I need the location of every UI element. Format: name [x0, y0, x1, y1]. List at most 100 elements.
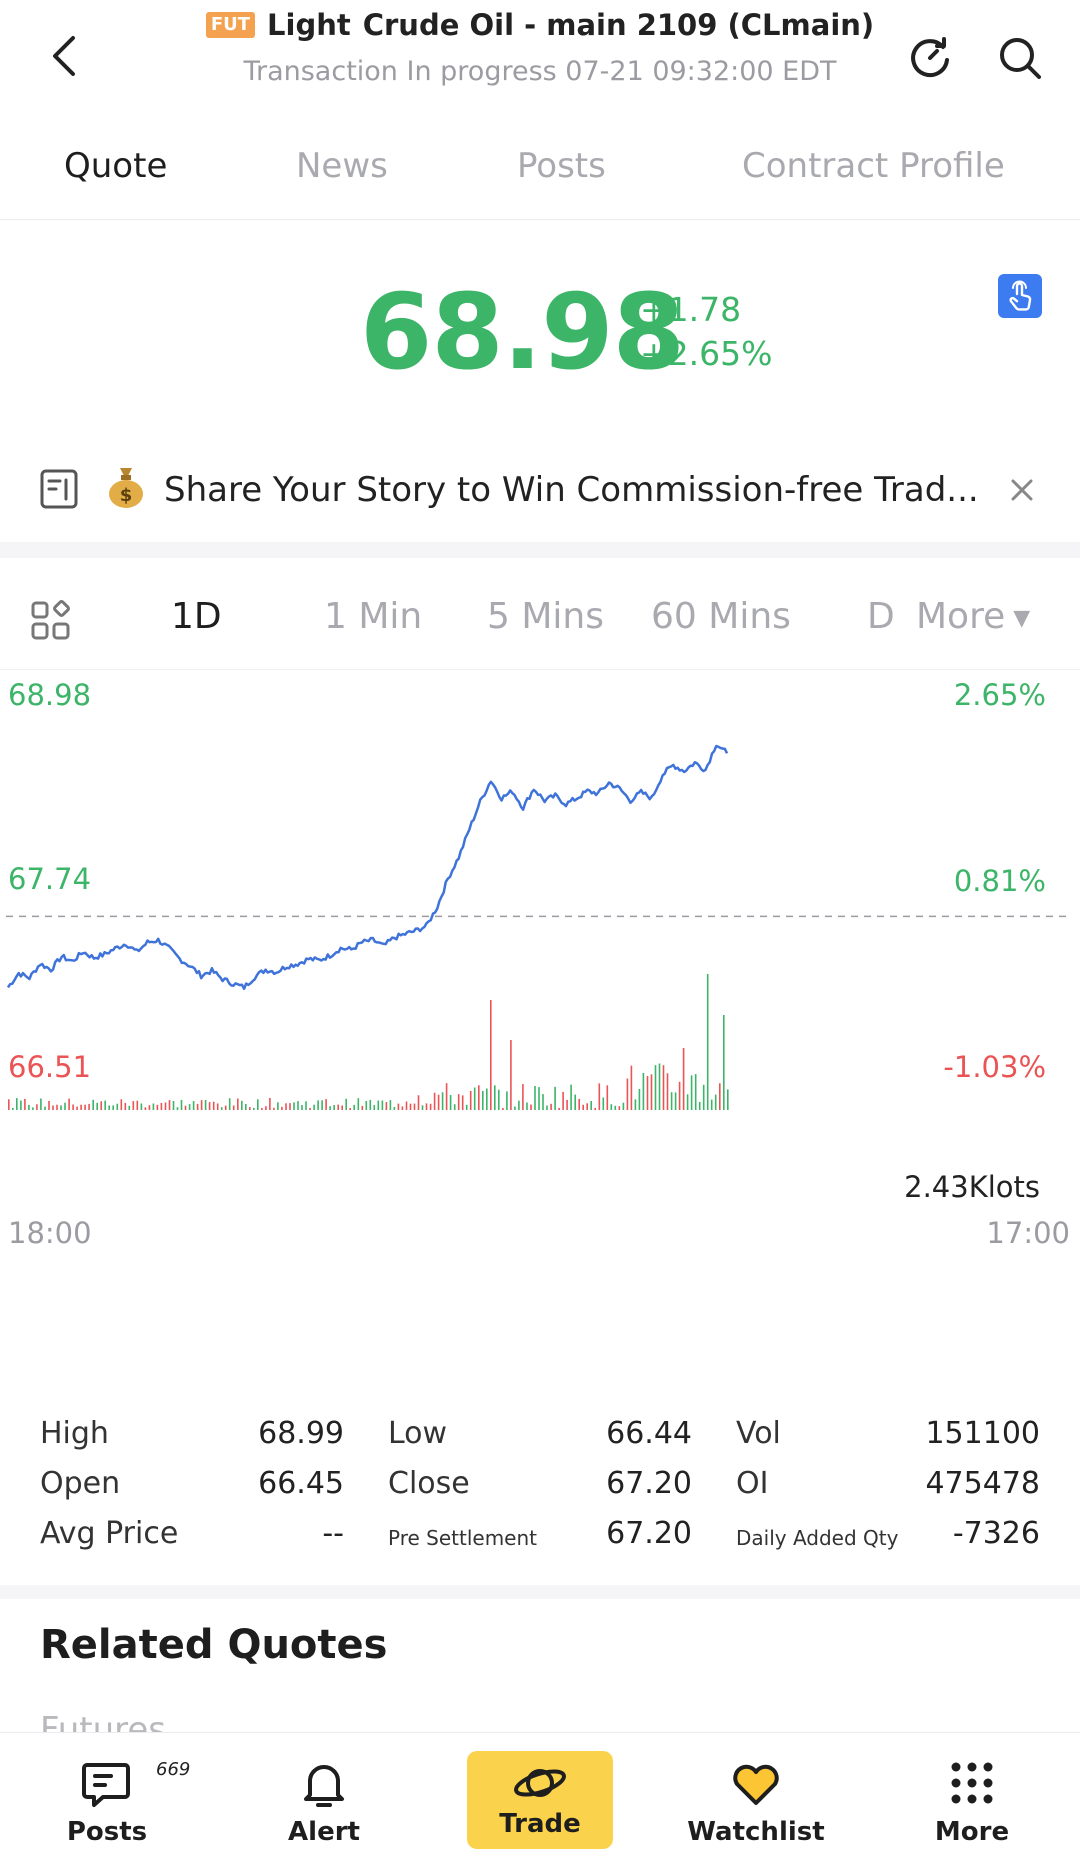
volume-bar	[385, 1102, 388, 1110]
volume-bar	[20, 1100, 22, 1110]
close-icon	[1011, 479, 1033, 501]
interval-more-dropdown[interactable]: More ▼	[916, 596, 1030, 637]
tab-contract-profile[interactable]: Contract Profile	[742, 146, 1005, 186]
section-divider	[0, 542, 1080, 558]
volume-bar	[148, 1105, 151, 1110]
interval-1d[interactable]: 1D	[171, 596, 222, 637]
volume-bar	[610, 1104, 613, 1110]
volume-bar	[305, 1101, 307, 1110]
volume-bar	[104, 1100, 106, 1110]
interval-60min[interactable]: 60 Mins	[651, 596, 791, 637]
nav-more[interactable]: More	[897, 1733, 1047, 1868]
volume-bar	[594, 1107, 596, 1110]
banner-text: Share Your Story to Win Commission-free …	[164, 470, 979, 510]
nav-trade-button[interactable]: Trade	[467, 1751, 613, 1849]
stat-presettle-value: 67.20	[606, 1516, 692, 1551]
volume-bar	[241, 1100, 243, 1110]
stats-panel: High 68.99 Low 66.44 Vol 151100 Open 66.…	[0, 1392, 1080, 1582]
tap-mode-button[interactable]	[998, 274, 1042, 318]
volume-bar	[698, 1101, 701, 1110]
volume-bar	[510, 1040, 512, 1110]
volume-bar	[449, 1095, 452, 1110]
volume-bar	[494, 1085, 496, 1110]
volume-bar	[550, 1103, 552, 1110]
back-button[interactable]	[36, 24, 92, 88]
volume-bar	[373, 1105, 376, 1110]
trading-status: Transaction In progress 07-21 09:32:00 E…	[243, 56, 837, 87]
volume-bar	[188, 1104, 191, 1110]
volume-bar	[309, 1107, 311, 1110]
stat-high-value: 68.99	[258, 1416, 344, 1451]
volume-bar	[180, 1100, 183, 1110]
volume-bar	[473, 1087, 476, 1110]
refresh-button[interactable]	[900, 28, 960, 88]
volume-bar	[453, 1104, 456, 1110]
nav-posts[interactable]: 669 Posts	[32, 1733, 191, 1868]
volume-bar	[570, 1084, 572, 1110]
tab-quote[interactable]: Quote	[64, 146, 168, 186]
stat-close-value: 67.20	[606, 1466, 692, 1501]
nav-watchlist-label: Watchlist	[687, 1817, 825, 1847]
stat-low-label: Low	[388, 1416, 448, 1451]
volume-bar	[429, 1103, 432, 1110]
volume-bar	[204, 1100, 207, 1110]
intraday-chart[interactable]: 68.98 67.74 66.51 2.65% 0.81% -1.03% 2.4…	[0, 672, 1080, 1362]
volume-bar	[120, 1099, 123, 1110]
nav-more-label: More	[934, 1817, 1010, 1847]
volume-bar	[650, 1074, 653, 1110]
volume-bar	[317, 1100, 319, 1110]
volume-bar	[461, 1095, 464, 1110]
volume-bar	[168, 1100, 171, 1110]
volume-bar	[52, 1105, 54, 1110]
nav-alert[interactable]: Alert	[249, 1733, 399, 1868]
tab-news[interactable]: News	[296, 146, 388, 186]
search-button[interactable]	[990, 28, 1050, 88]
volume-bar	[341, 1105, 343, 1110]
header: FUT Light Crude Oil - main 2109 (CLmain)…	[0, 0, 1080, 120]
nav-watchlist[interactable]: Watchlist	[681, 1733, 831, 1868]
volume-bar	[614, 1105, 617, 1110]
interval-5min[interactable]: 5 Mins	[487, 596, 604, 637]
nav-alert-label: Alert	[288, 1817, 360, 1847]
volume-bar	[48, 1100, 50, 1110]
volume-bar	[666, 1073, 669, 1110]
promo-banner[interactable]: $ Share Your Story to Win Commission-fre…	[0, 450, 1080, 530]
tab-bar: Quote News Posts Contract Profile	[0, 130, 1080, 220]
interval-1min[interactable]: 1 Min	[324, 596, 423, 637]
volume-bar	[281, 1106, 283, 1110]
volume-bar	[538, 1087, 540, 1110]
fut-badge: FUT	[205, 12, 256, 38]
stat-open-value: 66.45	[258, 1466, 344, 1501]
search-icon	[1000, 38, 1041, 79]
related-futures-tab[interactable]: Futures	[40, 1710, 166, 1734]
volume-bar	[16, 1098, 18, 1110]
volume-bar	[200, 1100, 203, 1110]
volume-bar	[433, 1092, 436, 1110]
price-chart-svg	[6, 744, 1068, 1110]
volume-bar	[622, 1102, 625, 1110]
volume-bar	[84, 1104, 86, 1110]
stat-high-label: High	[40, 1416, 109, 1451]
stat-vol-label: Vol	[736, 1416, 781, 1451]
volume-bar	[409, 1103, 412, 1110]
interval-daily-partial[interactable]: D	[867, 596, 895, 637]
tab-posts[interactable]: Posts	[517, 146, 606, 186]
chart-layout-button[interactable]	[30, 600, 72, 646]
volume-bar	[56, 1104, 58, 1110]
volume-bar	[365, 1101, 368, 1110]
refresh-icon	[911, 37, 949, 78]
volume-bar	[116, 1103, 119, 1110]
volume-bar	[506, 1091, 508, 1110]
volume-bar	[156, 1104, 159, 1110]
caret-down-icon: ▼	[1013, 605, 1031, 631]
volume-bar	[642, 1072, 645, 1110]
volume-bar	[670, 1092, 673, 1110]
volume-bar	[590, 1101, 592, 1110]
volume-bars	[8, 974, 729, 1110]
banner-close-button[interactable]	[1000, 468, 1044, 512]
heart-icon	[726, 1753, 786, 1813]
price-line	[6, 744, 729, 991]
volume-bar	[558, 1107, 560, 1110]
volume-bar	[401, 1106, 404, 1110]
volume-bar	[465, 1104, 468, 1110]
